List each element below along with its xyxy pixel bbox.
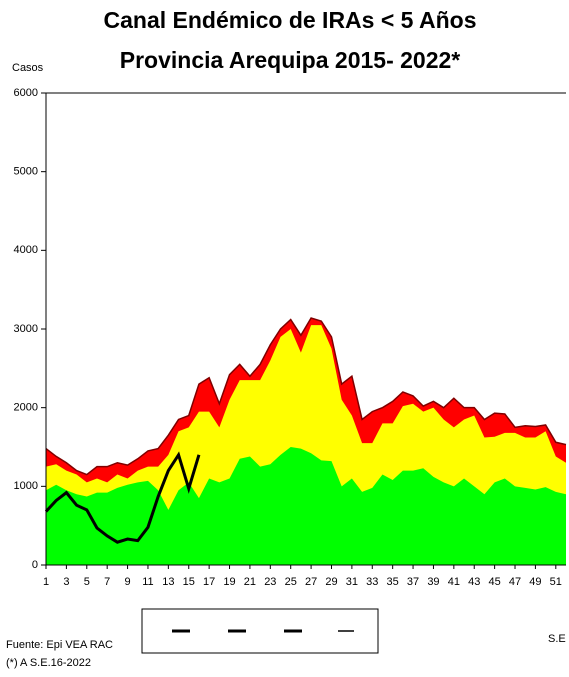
x-tick-label: 11 — [142, 576, 153, 588]
x-tick-label: 33 — [366, 576, 378, 588]
note: (*) A S.E.16-2022 — [6, 657, 91, 669]
x-tick-label: 3 — [63, 576, 69, 588]
x-tick-label: 47 — [509, 576, 521, 588]
y-tick-label: 6000 — [14, 87, 38, 99]
x-tick-label: 29 — [325, 576, 337, 588]
y-tick-label: 5000 — [14, 166, 38, 178]
area — [46, 447, 566, 565]
x-tick-label: 1 — [43, 576, 49, 588]
chart-subtitle: Provincia Arequipa 2015- 2022* — [120, 47, 461, 73]
x-tick-label: 19 — [223, 576, 235, 588]
x-axis-label: S.E — [548, 633, 566, 645]
x-tick-label: 5 — [84, 576, 90, 588]
y-axis-label: Casos — [12, 62, 44, 74]
x-tick-label: 35 — [387, 576, 399, 588]
y-tick-label: 1000 — [14, 480, 38, 492]
line — [44, 451, 201, 544]
area-edge — [45, 317, 567, 476]
x-tick-label: 17 — [203, 576, 215, 588]
x-tick-label: 31 — [346, 576, 358, 588]
x-tick-label: 7 — [104, 576, 110, 588]
y-tick-label: 4000 — [14, 244, 38, 256]
x-tick-label: 9 — [125, 576, 131, 588]
x-tick-label: 45 — [489, 576, 501, 588]
x-tick-label: 37 — [407, 576, 419, 588]
x-tick-label: 25 — [285, 576, 297, 588]
y-tick-label: 0 — [32, 559, 38, 571]
chart-title: Canal Endémico de IRAs < 5 Años — [104, 7, 477, 33]
x-tick-label: 39 — [427, 576, 439, 588]
source: Fuente: Epi VEA RAC — [6, 639, 113, 651]
x-tick-label: 23 — [264, 576, 276, 588]
y-tick-label: 3000 — [14, 323, 38, 335]
x-tick-label: 27 — [305, 576, 317, 588]
y-tick-label: 2000 — [14, 402, 38, 414]
x-tick-label: 15 — [183, 576, 195, 588]
x-tick-label: 13 — [162, 576, 174, 588]
x-tick-label: 51 — [550, 576, 562, 588]
x-tick-label: 49 — [529, 576, 541, 588]
legend — [141, 608, 379, 654]
x-tick-label: 43 — [468, 576, 480, 588]
x-tick-label: 41 — [448, 576, 460, 588]
x-tick-label: 21 — [244, 576, 256, 588]
